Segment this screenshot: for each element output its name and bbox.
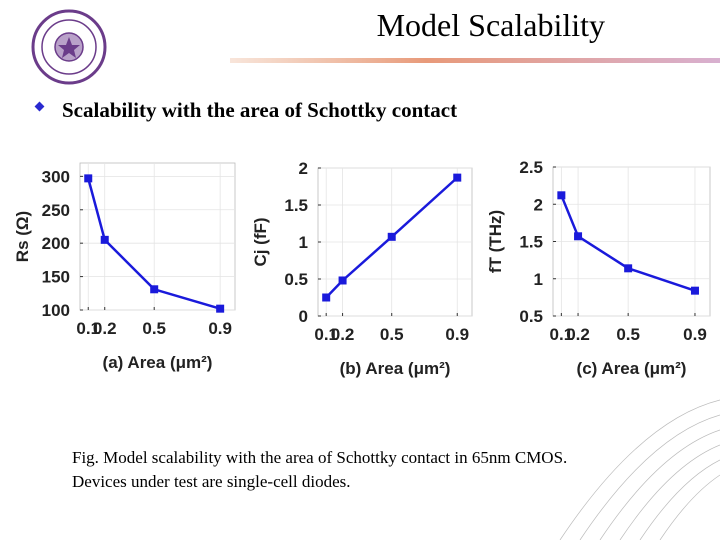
logo	[31, 9, 107, 85]
y-tick-label: 100	[42, 301, 70, 320]
x-axis-label: (a) Area (μm²)	[103, 353, 213, 372]
x-axis-label: (b) Area (μm²)	[340, 359, 451, 378]
point-marker	[84, 174, 93, 183]
y-tick-label: 2	[534, 195, 543, 214]
y-axis-label: Rs (Ω)	[13, 211, 32, 262]
x-tick-label: 0.5	[380, 325, 404, 344]
point-marker	[338, 276, 347, 285]
y-axis-label: Cj (fF)	[251, 217, 270, 266]
point-marker	[150, 285, 159, 294]
y-tick-label: 0.5	[519, 307, 543, 326]
y-tick-label: 2	[299, 159, 308, 178]
y-tick-label: 250	[42, 201, 70, 220]
series-line	[560, 194, 696, 292]
point-marker	[557, 191, 566, 200]
y-tick-label: 300	[42, 167, 70, 186]
y-axis-label: fT (THz)	[486, 210, 505, 273]
y-tick-label: 1.5	[519, 233, 543, 252]
point-marker	[690, 286, 699, 295]
x-tick-label: 0.9	[683, 325, 707, 344]
chart: 100 150 200 250 300 0.10.2 0.5 0.9 (a) Area (μm²…	[13, 162, 236, 372]
y-tick-label: 2.5	[519, 158, 543, 177]
x-tick-label: 0.2	[331, 325, 355, 344]
y-tick-label: 0	[299, 307, 308, 326]
chart: 0 0.5 1 1.5 2 0.10.2 0.5 0.9 (b) Area (μm²) Cj (f…	[251, 159, 473, 378]
x-tick-label: 0.1	[550, 325, 574, 344]
caption-line: Fig. Model scalability with the area of …	[72, 448, 567, 467]
y-tick-label: 0.5	[284, 270, 308, 289]
chart: 0.5 1 1.5 2 2.5 0.10.2 0.5 0.9 (c) Area (μm²) fT …	[486, 158, 711, 378]
point-marker	[574, 232, 583, 241]
x-tick-label: 0.1	[314, 325, 338, 344]
y-tick-label: 200	[42, 234, 70, 253]
x-tick-label: 0.5	[616, 325, 640, 344]
x-tick-label: 0.2	[566, 325, 590, 344]
point-marker	[322, 293, 331, 302]
bullet-text: Scalability with the area of Schottky co…	[62, 98, 457, 122]
y-tick-label: 1	[534, 270, 543, 289]
y-tick-label: 150	[42, 268, 70, 287]
x-tick-label: 0.5	[142, 319, 166, 338]
y-tick-label: 1.5	[284, 196, 308, 215]
bullet-marker	[34, 101, 45, 112]
caption-line: Devices under test are single-cell diode…	[72, 472, 351, 491]
point-marker	[216, 304, 225, 313]
x-tick-label: 0.1	[76, 319, 100, 338]
x-axis-label: (c) Area (μm²)	[577, 359, 687, 378]
point-marker	[453, 173, 462, 182]
x-tick-label: 0.2	[93, 319, 117, 338]
series-line	[87, 178, 221, 310]
title-rule	[230, 58, 720, 63]
point-marker	[624, 264, 633, 273]
series-line	[325, 176, 459, 299]
decor-arcs	[559, 399, 720, 540]
x-tick-label: 0.9	[208, 319, 232, 338]
x-tick-label: 0.9	[445, 325, 469, 344]
y-tick-label: 1	[299, 233, 308, 252]
point-marker	[100, 235, 109, 244]
slide-title: Model Scalability	[377, 7, 605, 43]
point-marker	[387, 232, 396, 241]
